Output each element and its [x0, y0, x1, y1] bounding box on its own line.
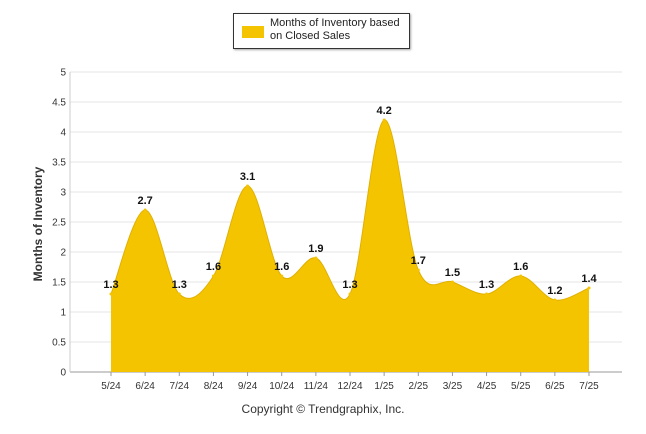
data-point — [519, 274, 523, 278]
data-label: 1.3 — [172, 279, 187, 291]
data-point — [553, 298, 557, 302]
y-tick-label: 4.5 — [52, 98, 66, 109]
data-point — [314, 256, 318, 260]
data-point — [450, 280, 454, 284]
data-label: 1.3 — [342, 279, 357, 291]
data-point — [246, 184, 250, 188]
x-tick-label: 7/25 — [579, 381, 599, 392]
x-tick-label: 12/24 — [337, 381, 362, 392]
data-label: 1.9 — [308, 243, 323, 255]
y-tick-label: 0.5 — [52, 338, 66, 349]
data-label: 4.2 — [376, 105, 391, 117]
series-line — [110, 119, 590, 301]
x-axis-ticks: 5/24 6/24 7/24 8/24 9/24 10/24 11/24 12/24 1/25 2… — [101, 372, 599, 392]
legend: Months of Inventory based on Closed Sale… — [233, 13, 410, 49]
data-point — [143, 208, 147, 212]
data-label: 1.4 — [581, 273, 597, 285]
y-tick-label: 2 — [60, 248, 66, 259]
data-point — [109, 292, 113, 296]
x-tick-label: 2/25 — [409, 381, 429, 392]
data-label: 2.7 — [137, 195, 152, 207]
y-tick-label: 4 — [60, 128, 66, 139]
data-point — [587, 286, 591, 290]
data-label: 1.6 — [513, 261, 528, 273]
x-tick-label: 3/25 — [443, 381, 463, 392]
data-label: 1.2 — [547, 285, 562, 297]
area-fill — [111, 119, 589, 372]
data-label: 1.6 — [206, 261, 221, 273]
y-tick-label: 3.5 — [52, 158, 66, 169]
x-tick-label: 6/24 — [135, 381, 155, 392]
y-tick-label: 2.5 — [52, 218, 66, 229]
x-tick-label: 5/24 — [101, 381, 121, 392]
y-axis-label: Months of Inventory — [31, 166, 45, 281]
x-tick-label: 11/24 — [304, 381, 329, 392]
data-point — [177, 292, 181, 296]
data-labels: 1.3 2.7 1.3 1.6 3.1 1.6 1.9 1.3 4.2 1.7 1.5 1.3 1.6 1… — [103, 105, 597, 297]
copyright-text: Copyright © Trendgraphix, Inc. — [241, 402, 405, 416]
y-tick-label: 1.5 — [52, 278, 66, 289]
data-point — [382, 118, 386, 122]
data-point — [211, 274, 215, 278]
y-tick-label: 0 — [60, 368, 66, 379]
data-point — [348, 292, 352, 296]
data-label: 1.6 — [274, 261, 289, 273]
data-point — [416, 268, 420, 272]
data-label: 1.3 — [103, 279, 118, 291]
x-tick-label: 1/25 — [374, 381, 394, 392]
data-point — [280, 274, 284, 278]
y-tick-label: 3 — [60, 188, 66, 199]
x-tick-label: 7/24 — [170, 381, 190, 392]
data-label: 1.3 — [479, 279, 494, 291]
x-tick-label: 4/25 — [477, 381, 497, 392]
data-label: 1.7 — [411, 255, 426, 267]
data-label: 3.1 — [240, 171, 255, 183]
legend-label: Months of Inventory based on Closed Sale… — [270, 17, 400, 42]
x-tick-label: 10/24 — [269, 381, 294, 392]
x-tick-label: 5/25 — [511, 381, 531, 392]
y-tick-label: 5 — [60, 68, 66, 79]
data-label: 1.5 — [445, 267, 460, 279]
data-point — [485, 292, 489, 296]
legend-swatch — [242, 26, 264, 38]
x-tick-label: 6/25 — [545, 381, 565, 392]
x-tick-label: 9/24 — [238, 381, 258, 392]
area-series — [109, 118, 591, 372]
y-tick-label: 1 — [60, 308, 66, 319]
x-tick-label: 8/24 — [204, 381, 224, 392]
y-axis-ticks: 0 0.5 1 1.5 2 2.5 3 3.5 4 4.5 5 — [52, 68, 66, 379]
